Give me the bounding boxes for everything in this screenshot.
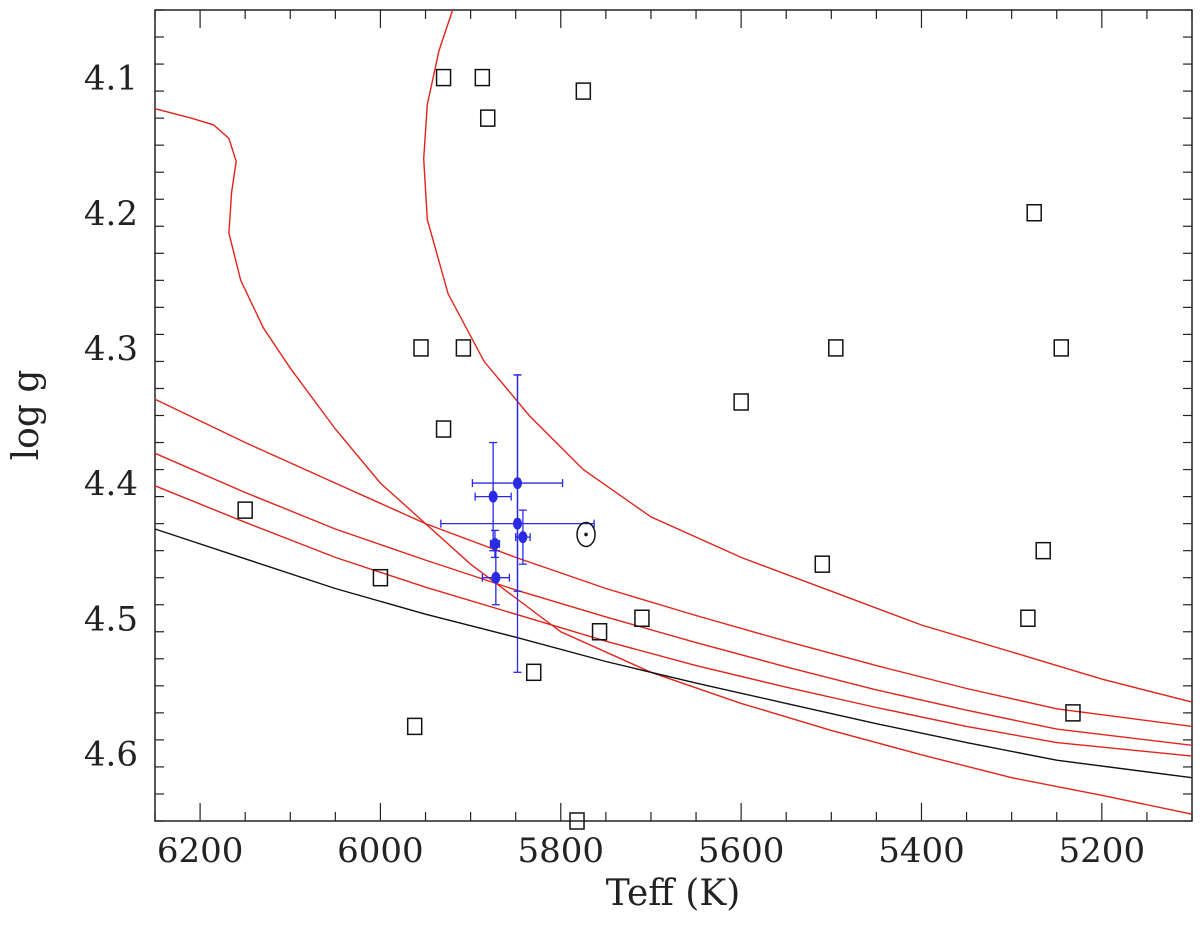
star-point: [512, 517, 522, 530]
square-marker: [474, 68, 491, 87]
y-axis-label: log g: [6, 370, 47, 461]
square-marker: [406, 717, 423, 736]
y-tick-label: 4.6: [84, 734, 138, 774]
square-marker: [1020, 609, 1036, 627]
square-marker: [1053, 339, 1069, 357]
isochrone-curves: [154, 9, 1193, 815]
y-tick-label: 4.2: [84, 194, 138, 234]
star-point: [488, 490, 498, 503]
x-tick-label: 5200: [1059, 831, 1146, 871]
x-tick-label: 5800: [518, 831, 605, 871]
y-tick-label: 4.5: [84, 599, 138, 639]
square-marker: [435, 420, 452, 438]
square-marker: [413, 339, 429, 357]
tick-marks: [154, 9, 1193, 822]
square-marker: [569, 812, 585, 830]
x-axis-label: Teff (K): [606, 873, 741, 914]
isochrone-line: [154, 108, 1193, 815]
sun-dot: [584, 532, 588, 537]
x-tick-label: 6200: [157, 831, 244, 871]
x-tick-label: 6000: [337, 831, 424, 871]
square-marker: [634, 609, 650, 627]
square-marker: [455, 339, 472, 357]
star-point: [518, 531, 528, 544]
y-tick-label: 4.4: [84, 464, 138, 504]
zams-line: [154, 528, 1193, 779]
x-tick-label: 5400: [878, 831, 965, 871]
square-marker: [591, 623, 608, 641]
square-marker: [828, 339, 844, 357]
square-marker: [814, 555, 831, 573]
square-marker: [479, 109, 496, 127]
square-marker: [372, 568, 389, 587]
square-marker: [525, 663, 542, 682]
square-marker: [237, 501, 253, 519]
target-stars: [440, 374, 595, 673]
y-tick-label: 4.3: [84, 329, 138, 369]
star-point: [491, 571, 501, 584]
plot-frame: [154, 9, 1193, 822]
square-marker: [575, 82, 592, 100]
square-marker: [1065, 704, 1081, 722]
tick-labels: 6200 6000 5800 5600 5400 5200 4.1 4.2 4.3 4.4 4.5 4…: [84, 59, 1145, 871]
isochrone-line: [154, 485, 1193, 757]
square-marker: [1026, 204, 1042, 222]
comparison-stars: [237, 68, 1081, 830]
square-marker: [733, 393, 749, 411]
square-marker: [1035, 541, 1051, 560]
sun-circle: [576, 521, 596, 548]
isochrone-line: [154, 452, 1193, 746]
star-point: [490, 537, 500, 550]
square-marker: [435, 68, 452, 87]
isochrone-line: [154, 398, 1193, 728]
isochrone-line: [422, 9, 1193, 703]
plot-border: [154, 9, 1193, 822]
x-tick-label: 5600: [698, 831, 785, 871]
y-tick-label: 4.1: [84, 59, 138, 99]
sun-symbol: [576, 521, 596, 548]
